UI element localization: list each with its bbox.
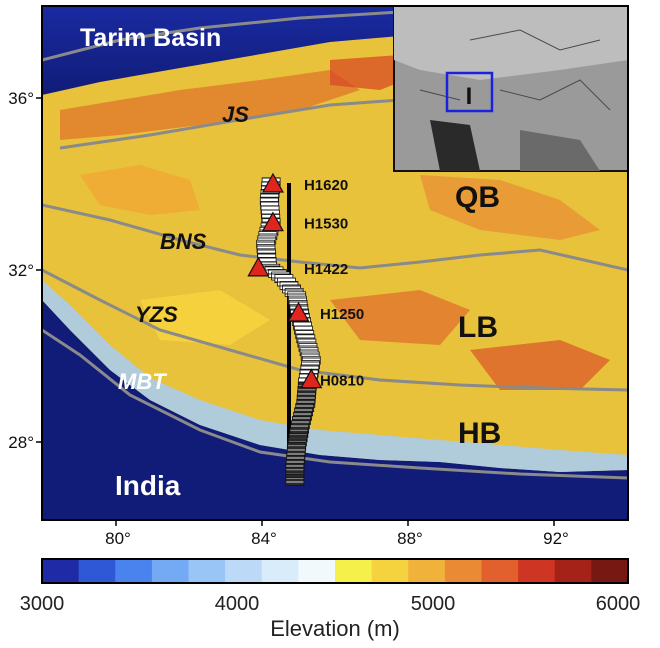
map-frame: [41, 5, 629, 521]
lat-tick-label: 36°: [8, 89, 34, 108]
lon-tick-label: 84°: [251, 529, 277, 548]
himalaya-front: [42, 280, 628, 472]
colorbar-step: [115, 559, 153, 583]
colorbar-step: [444, 559, 482, 583]
colorbar-tick-label: 3000: [20, 593, 65, 615]
fault-line-bns: [42, 203, 628, 272]
station-label: H1620: [304, 177, 348, 194]
lon-tick-label: 80°: [105, 529, 131, 548]
colorbar-frame: [41, 558, 629, 584]
colorbar-step: [151, 559, 189, 583]
station-triangle: [300, 368, 323, 389]
region-label-india: India: [115, 470, 181, 501]
colorbar-step: [408, 559, 446, 583]
inset-sea: [430, 120, 480, 171]
fault-label-mbt: MBT: [118, 369, 167, 394]
fault-label-bns: BNS: [160, 229, 207, 254]
colorbar-step: [225, 559, 263, 583]
fault-line-mbt: [42, 328, 628, 480]
region-label-lb: LB: [458, 311, 498, 344]
station-triangle: [287, 301, 310, 322]
fault-line-js: [59, 98, 401, 150]
inset-study-box: [445, 71, 494, 113]
station-label: H0810: [320, 373, 364, 390]
colorbar-step: [591, 559, 629, 583]
plateau-patch: [140, 290, 270, 345]
high-ridge-patch: [420, 175, 600, 240]
colorbar-tick-label: 6000: [596, 593, 641, 615]
inset-label: I: [466, 83, 473, 110]
colorbar-tick-label: 4000: [215, 593, 260, 615]
colorbar-step: [188, 559, 226, 583]
station-triangle: [261, 172, 284, 193]
region-label-hb: HB: [458, 417, 501, 450]
lat-tick-label: 28°: [8, 433, 34, 452]
colorbar-step: [261, 559, 299, 583]
colorbar-step: [335, 559, 373, 583]
fault-line: [42, 10, 401, 62]
colorbar-step: [371, 559, 409, 583]
inset-terrain: [394, 6, 628, 80]
inset-borders: [419, 29, 611, 111]
locator-inset: I: [393, 6, 628, 172]
high-ridge-patch: [80, 165, 200, 215]
india-plain: [42, 330, 628, 520]
fault-label-yzs: YZS: [135, 302, 178, 327]
colorbar-step: [518, 559, 556, 583]
colorbar-step: [554, 559, 592, 583]
region-label-tarim: Tarim Basin: [80, 24, 221, 52]
fault-label-js: JS: [222, 102, 249, 127]
station-label: H1530: [304, 216, 348, 233]
lon-tick-label: 92°: [543, 529, 569, 548]
tarim-basin-lowland: [42, 6, 400, 95]
lat-ticks: 36° 32° 28°: [8, 89, 42, 452]
lon-ticks: 80° 84° 88° 92°: [105, 520, 569, 548]
station-triangle: [247, 256, 270, 277]
colorbar-step: [42, 559, 80, 583]
station-triangle: [261, 211, 284, 232]
station-label: H1250: [320, 306, 364, 323]
region-label-qb: QB: [455, 181, 500, 214]
colorbar-tick-label: 5000: [411, 593, 456, 615]
colorbar-step: [78, 559, 116, 583]
high-ridge-patch: [60, 70, 360, 140]
high-ridge-patch: [330, 290, 470, 345]
colorbar-label: Elevation (m): [270, 616, 400, 641]
station-label: H1422: [304, 261, 348, 278]
inset-terrain: [520, 130, 600, 171]
station-box: [285, 477, 305, 486]
high-ridge-patch: [470, 340, 610, 390]
lat-tick-label: 32°: [8, 261, 34, 280]
colorbar-ticks: 3000 4000 5000 6000: [20, 593, 641, 615]
colorbar-step: [298, 559, 336, 583]
lon-tick-label: 88°: [397, 529, 423, 548]
colorbar: [42, 559, 629, 583]
station-markers: H1620 H1530 H1422 H1250 H0810: [247, 172, 364, 390]
colorbar-step: [481, 559, 519, 583]
